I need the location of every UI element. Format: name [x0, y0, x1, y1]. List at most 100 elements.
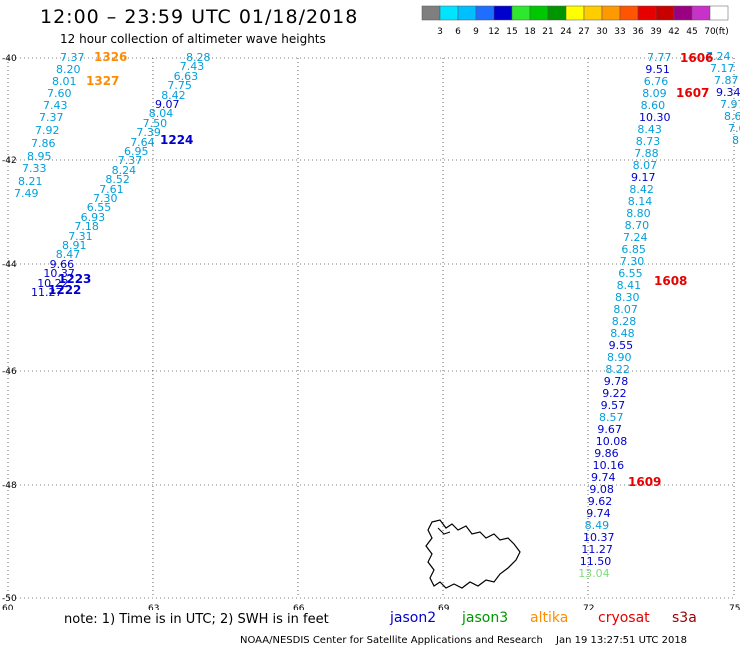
legend-s3a: s3a [672, 610, 697, 626]
lat-label: -50 [2, 594, 17, 604]
swh-value: 8.47 [55, 248, 81, 262]
swh-value: 8.42 [629, 183, 654, 196]
swh-value: 8.91 [62, 239, 87, 252]
swh-value: 6.63 [173, 69, 199, 83]
swh-value: 9.86 [594, 447, 619, 460]
colorbar-label: 70 [704, 27, 716, 37]
time-label: 1222 [48, 283, 82, 297]
swh-value: 7.30 [619, 255, 645, 268]
swh-value: 8.48 [610, 327, 635, 340]
colorbar-label: 30 [596, 27, 608, 37]
swh-value: 7.88 [634, 147, 659, 160]
lat-label: -42 [2, 156, 17, 166]
swh-value: 7.39 [136, 126, 161, 140]
lat-label: -40 [2, 54, 17, 64]
colorbar-swatch [709, 5, 729, 21]
swh-value: 7.97 [720, 98, 740, 111]
lon-label: 69 [438, 604, 450, 610]
swh-value: 8.70 [624, 219, 650, 232]
swh-value: 9.67 [597, 423, 622, 436]
swh-value: 9.66 [49, 257, 75, 271]
swh-value: 7.43 [179, 60, 205, 74]
lat-label: -48 [2, 481, 17, 491]
swh-value: 8.28 [611, 315, 637, 328]
swh-value: 7.31 [68, 229, 93, 243]
swh-value: 7.61 [99, 182, 124, 196]
swh-value: 8.60 [640, 99, 666, 112]
lat-label: -46 [2, 367, 17, 377]
swh-value: 8.28 [186, 51, 211, 64]
legend-jason2: jason2 [390, 610, 437, 626]
legend-cryosat: cryosat [598, 610, 650, 626]
swh-value: 8.22 [605, 363, 630, 376]
colorbar-label: 12 [488, 27, 499, 37]
swh-value: 7.37 [39, 111, 64, 124]
colorbar-label: 33 [614, 27, 625, 37]
lat-label: -44 [2, 260, 17, 270]
swh-value: 9.55 [608, 339, 634, 352]
swh-value: 8.14 [627, 195, 653, 208]
colorbar-label: 39 [650, 27, 662, 37]
page-subtitle: 12 hour collection of altimeter wave hei… [60, 32, 326, 46]
lon-label: 75 [729, 604, 740, 610]
swh-value: 8.09 [642, 87, 667, 100]
swh-value: 6.76 [643, 75, 669, 88]
swh-value: 6.93 [80, 210, 106, 224]
swh-value: 10.37 [583, 531, 615, 544]
time-label: 1223 [58, 272, 92, 286]
colorbar-label: 15 [506, 27, 517, 37]
footer-note: note: 1) Time is in UTC; 2) SWH is in fe… [64, 612, 329, 627]
swh-value: 9.22 [602, 387, 627, 400]
swh-value: 7.43 [43, 99, 68, 112]
swh-value: 8.57 [599, 411, 624, 424]
swh-value: 13.04 [578, 567, 610, 580]
swh-value: 7.18 [74, 220, 99, 234]
swh-value: 8.6 [724, 110, 740, 123]
swh-value: 9.07 [155, 98, 180, 111]
swh-value: 9.78 [603, 375, 629, 388]
swh-value: 8.73 [635, 135, 661, 148]
swh-value: 8.07 [632, 159, 658, 172]
swh-value: 7.49 [14, 187, 39, 200]
swh-value: 7.17 [710, 62, 735, 75]
swh-value: 8.21 [18, 175, 43, 188]
swh-value: 9.74 [586, 507, 611, 520]
timestamp: Jan 19 13:27:51 UTC 2018 [556, 635, 688, 646]
swh-value: 10.30 [639, 111, 671, 124]
colorbar-label: 18 [524, 27, 536, 37]
colorbar-label: 45 [686, 27, 697, 37]
time-label: 1327 [86, 74, 120, 88]
swh-value: 8.43 [637, 123, 662, 136]
swh-value: 11.27 [31, 286, 63, 299]
lon-label: 60 [2, 604, 14, 610]
swh-value: 6.95 [124, 145, 149, 158]
swh-value: 7.92 [35, 124, 60, 137]
swh-value: 8.30 [615, 291, 640, 304]
swh-value: 9.62 [587, 495, 613, 508]
swh-value: 10.08 [595, 435, 628, 448]
swh-value: 11.50 [579, 555, 612, 568]
swh-value: 9.57 [600, 399, 626, 412]
lon-label: 63 [148, 604, 159, 610]
swh-value: 7.30 [93, 192, 118, 205]
swh-value: 11.27 [581, 543, 613, 556]
swh-value: 7.87 [714, 74, 739, 87]
swh-value: 8.95 [27, 150, 52, 163]
time-label: 1608 [654, 274, 688, 288]
colorbar: 3 6 9 12 15 18 21 24 27 30 33 36 39 42 45 70 (ft) [421, 5, 729, 37]
colorbar-label: 3 [437, 27, 443, 37]
colorbar-label: 9 [473, 27, 479, 37]
swh-value: 8.42 [161, 88, 186, 102]
credit-line: NOAA/NESDIS Center for Satellite Applica… [240, 635, 543, 646]
swh-value: 7.37 [60, 51, 85, 64]
swh-value: 6.55 [86, 201, 112, 215]
swh-value: 7.6 [728, 122, 740, 135]
colorbar-label: (ft) [715, 27, 729, 37]
swh-value: 7.64 [130, 135, 155, 149]
swh-value: 9.51 [645, 63, 670, 76]
time-label: 1609 [628, 475, 662, 489]
swh-value: 10.16 [592, 459, 625, 472]
swh-value: 9.34 [716, 86, 740, 99]
swh-value: 8.20 [56, 63, 81, 76]
